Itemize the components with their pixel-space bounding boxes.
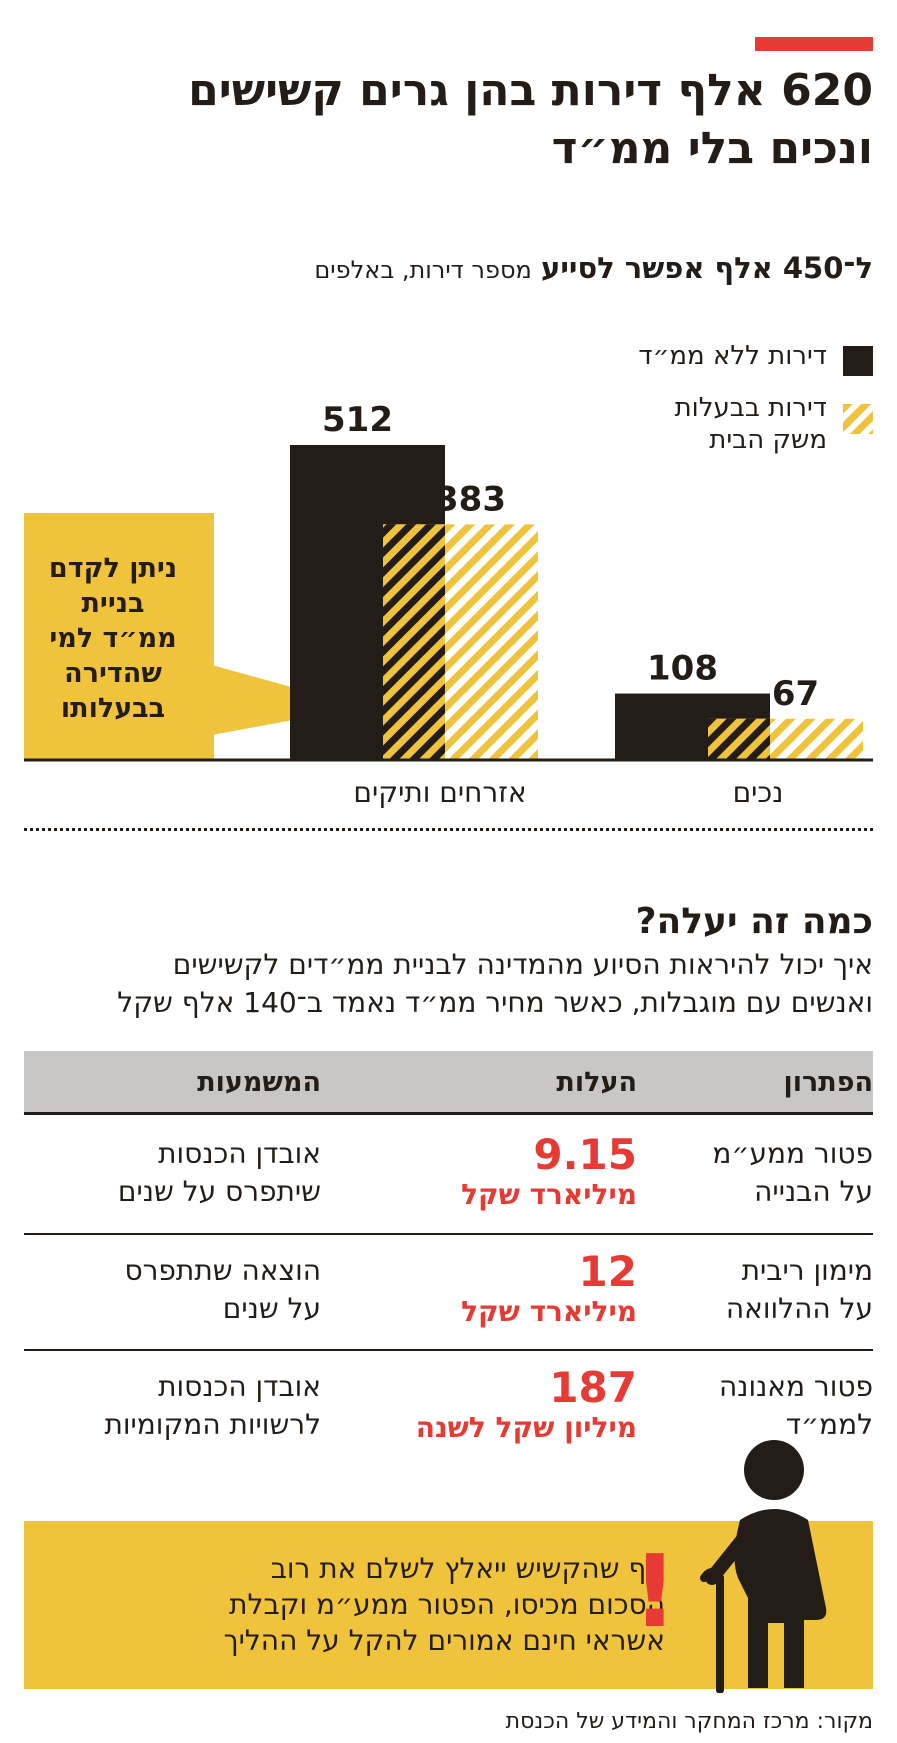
legend-label-no-mamad: דירות ללא ממ״ד xyxy=(638,341,827,371)
cell-text: על ההלוואה xyxy=(725,1292,873,1325)
cost-value: 12 xyxy=(578,1247,637,1296)
section-subtitle-line1: איך יכול להיראות הסיוע מהמדינה לבניית ממ… xyxy=(172,948,873,981)
table-row-3-cost: 187 מיליון שקל לשנה xyxy=(317,1365,637,1445)
source-note: מקור: מרכז המחקר והמידע של הכנסת xyxy=(505,1709,873,1734)
legend-swatch-hatched xyxy=(843,404,873,434)
callout-line: בניית xyxy=(81,588,145,619)
page-title: 620 אלף דירות בהן גרים קשישים ונכים בלי … xyxy=(53,62,873,178)
cell-text: לרשויות המקומיות xyxy=(104,1408,322,1441)
data-label-owned-0: 383 xyxy=(435,479,506,519)
row-separator xyxy=(24,1233,873,1235)
cost-unit: מיליארד שקל xyxy=(461,1178,637,1211)
cost-unit: מיליון שקל לשנה xyxy=(415,1411,637,1444)
cost-value: 9.15 xyxy=(533,1130,637,1179)
data-label-no-mamad-0: 512 xyxy=(322,400,393,440)
table-row-1-solution: פטור ממע״מ על הבנייה xyxy=(663,1135,873,1211)
chart-subtitle: מספר דירות, באלפים xyxy=(314,256,532,284)
table-row-2-meaning: הוצאה שתתפרס על שנים xyxy=(31,1252,321,1328)
cell-text: מימון ריבית xyxy=(741,1254,873,1287)
cell-text: פטור מאנונה xyxy=(718,1370,873,1403)
cost-value: 187 xyxy=(549,1363,637,1412)
callout-line: בבעלותו xyxy=(60,693,166,724)
cell-text: שיתפרס על שנים xyxy=(117,1175,321,1208)
legend-label-owned-line1: דירות בבעלות xyxy=(674,393,827,423)
chart-title: ל־450 אלף אפשר לסייע xyxy=(541,251,873,285)
data-label-owned-1: 67 xyxy=(772,674,819,714)
bars-group: 512 383 108 67 xyxy=(290,400,863,760)
row-separator xyxy=(24,1349,873,1351)
bar-overlap-1 xyxy=(708,718,770,760)
table-header: הפתרון העלות המשמעות xyxy=(24,1051,873,1115)
table-row-1-meaning: אובדן הכנסות שיתפרס על שנים xyxy=(31,1135,321,1211)
cell-text: אובדן הכנסות xyxy=(158,1137,321,1170)
x-tick-label-seniors: אזרחים ותיקים xyxy=(353,776,527,809)
header-solution: הפתרון xyxy=(783,1067,873,1098)
data-label-no-mamad-1: 108 xyxy=(647,649,718,689)
cell-text: פטור ממע״מ xyxy=(712,1137,873,1170)
section-divider xyxy=(24,828,873,831)
section-subtitle: איך יכול להיראות הסיוע מהמדינה לבניית ממ… xyxy=(33,946,873,1022)
header-meaning: המשמעות xyxy=(197,1067,321,1098)
legend-label-owned: דירות בבעלות משק הבית xyxy=(675,392,827,456)
cell-text: הוצאה שתתפרס xyxy=(124,1254,321,1287)
note-line: הסכום מכיסו, הפטור ממע״מ וקבלת xyxy=(229,1588,665,1621)
note-line: אף שהקשיש ייאלץ לשלם את רוב xyxy=(270,1552,665,1585)
title-line-2: ונכים בלי ממ״ד xyxy=(551,123,873,174)
legend-item-no-mamad: דירות ללא ממ״ד xyxy=(573,340,873,376)
callout-line: שהדירה xyxy=(64,658,162,689)
cell-text: על הבנייה xyxy=(754,1175,873,1208)
legend-label-owned-line2: משק הבית xyxy=(709,425,827,455)
exclamation-mark: ! xyxy=(632,1533,678,1650)
section-title: כמה זה יעלה? xyxy=(635,901,873,942)
callout-line: ניתן לקדם xyxy=(48,553,178,584)
table-row-2-solution: מימון ריבית על ההלוואה xyxy=(663,1252,873,1328)
table-row-3-solution: פטור מאנונה לממ״ד xyxy=(663,1368,873,1444)
note-line: אשראי חינם אמורים להקל על ההליך xyxy=(223,1624,665,1657)
cell-text: על שנים xyxy=(222,1292,321,1325)
cell-text: אובדן הכנסות xyxy=(158,1370,321,1403)
accent-bar xyxy=(755,37,873,51)
table-row-1-cost: 9.15 מיליארד שקל xyxy=(337,1132,637,1212)
cost-unit: מיליארד שקל xyxy=(461,1295,637,1328)
note-text: אף שהקשיש ייאלץ לשלם את רוב הסכום מכיסו,… xyxy=(45,1551,665,1659)
title-line-1: 620 אלף דירות בהן גרים קשישים xyxy=(188,65,873,116)
callout-line: ממ״ד למי xyxy=(49,623,177,654)
legend-item-owned: דירות בבעלות משק הבית xyxy=(573,392,873,462)
table-row-2-cost: 12 מיליארד שקל xyxy=(337,1249,637,1329)
section-subtitle-line2: ואנשים עם מוגבלות, כאשר מחיר ממ״ד נאמד ב… xyxy=(117,986,873,1019)
bar-overlap-0 xyxy=(383,524,445,760)
header-cost: העלות xyxy=(556,1067,637,1098)
legend-swatch-solid xyxy=(843,346,873,376)
x-tick-label-disabled: נכים xyxy=(732,776,784,809)
callout-box: ניתן לקדם בניית ממ״ד למי שהדירה בבעלותו xyxy=(24,513,214,761)
cell-text: לממ״ד xyxy=(785,1408,873,1441)
elderly-person-icon xyxy=(700,1440,827,1693)
chart-heading: ל־450 אלף אפשר לסייע מספר דירות, באלפים xyxy=(53,248,873,290)
table-row-3-meaning: אובדן הכנסות לרשויות המקומיות xyxy=(21,1368,322,1444)
